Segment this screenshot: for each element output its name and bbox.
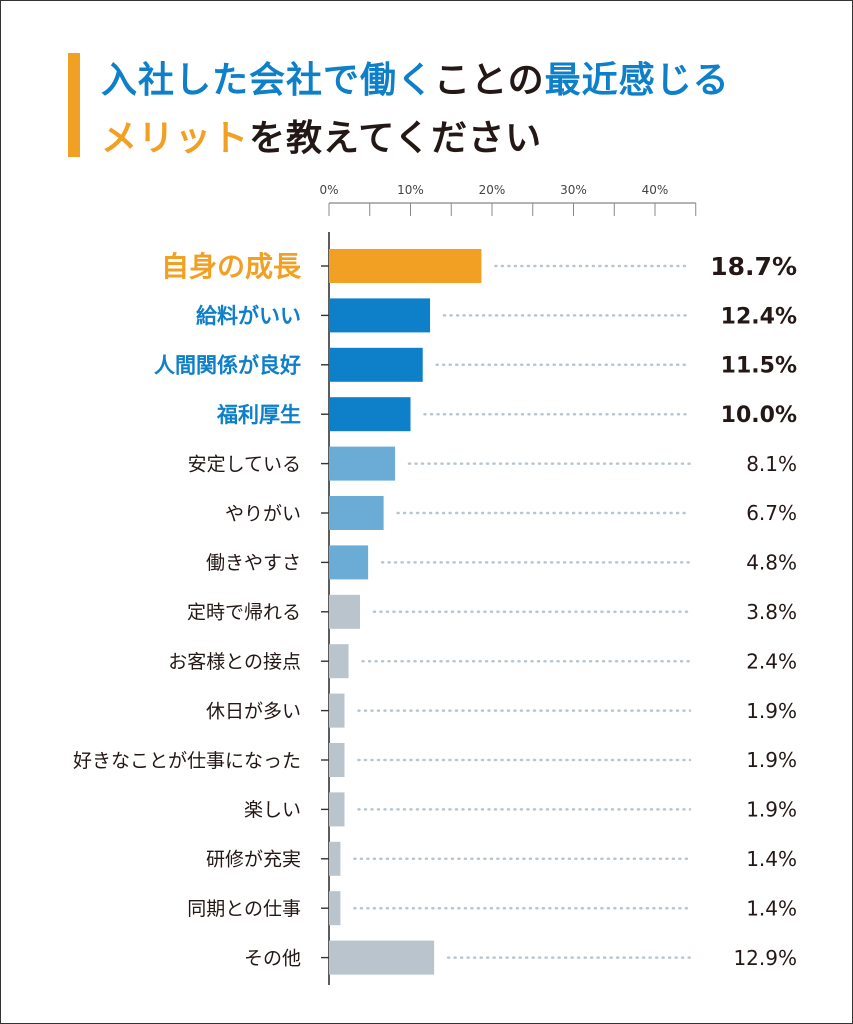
category-label: 人間関係が良好 (154, 353, 301, 377)
bar (329, 249, 482, 283)
category-label: 働きやすさ (206, 552, 301, 574)
x-tick-label: 20% (479, 183, 506, 197)
value-label: 3.8% (746, 600, 797, 624)
title-segment: ことの (434, 60, 545, 101)
bar (329, 891, 341, 926)
value-label: 2.4% (746, 649, 797, 673)
value-label: 10.0% (721, 403, 797, 428)
bar (329, 397, 411, 432)
value-label: 1.9% (746, 699, 797, 723)
category-label: 楽しい (244, 799, 301, 821)
title-segment: 入社した会社で働く (101, 60, 435, 101)
value-label: 1.4% (746, 896, 797, 920)
value-label: 12.4% (721, 304, 797, 329)
value-label: 4.8% (746, 551, 797, 575)
x-tick-label: 10% (397, 183, 424, 197)
category-label: 好きなことが仕事になった (73, 750, 301, 772)
bar (329, 743, 345, 777)
category-label: 福利厚生 (216, 403, 301, 427)
value-label: 18.7% (710, 252, 797, 281)
category-label: 安定している (188, 453, 301, 475)
title-segment: 最近感じる (544, 60, 730, 101)
bar (329, 594, 360, 629)
chart-title-line-2: メリットを教えてください (101, 109, 542, 161)
value-label: 1.9% (746, 748, 797, 772)
category-label: 給料がいい (196, 304, 301, 328)
category-label: やりがい (225, 503, 301, 525)
bar (329, 496, 384, 530)
bar (329, 693, 345, 728)
x-tick-label: 30% (560, 183, 587, 197)
chart-title-line-1: 入社した会社で働くことの最近感じる (101, 51, 730, 103)
category-label: 研修が充実 (206, 849, 301, 871)
value-label: 1.9% (746, 798, 797, 822)
category-label: 休日が多い (206, 700, 301, 722)
category-label: その他 (244, 947, 301, 969)
value-label: 11.5% (721, 354, 797, 379)
value-label: 12.9% (733, 946, 797, 970)
title-segment: を教えてください (249, 118, 543, 159)
value-label: 6.7% (746, 501, 797, 525)
value-label: 1.4% (746, 847, 797, 871)
category-label: 同期との仕事 (187, 898, 301, 920)
bar (329, 644, 349, 679)
bar (329, 940, 435, 975)
value-label: 8.1% (746, 452, 797, 476)
title-accent-bar (68, 53, 80, 157)
bar (329, 347, 423, 382)
x-tick-label: 40% (642, 183, 669, 197)
bar (329, 446, 396, 481)
bar (329, 792, 345, 827)
bar (329, 298, 431, 333)
category-label: 自身の成長 (161, 250, 302, 283)
category-label: お客様との接点 (168, 651, 301, 673)
bar (329, 545, 369, 580)
bar (329, 841, 341, 876)
title-segment: メリット (101, 118, 250, 159)
category-label: 定時で帰れる (187, 602, 301, 624)
x-tick-label: 0% (319, 183, 338, 197)
